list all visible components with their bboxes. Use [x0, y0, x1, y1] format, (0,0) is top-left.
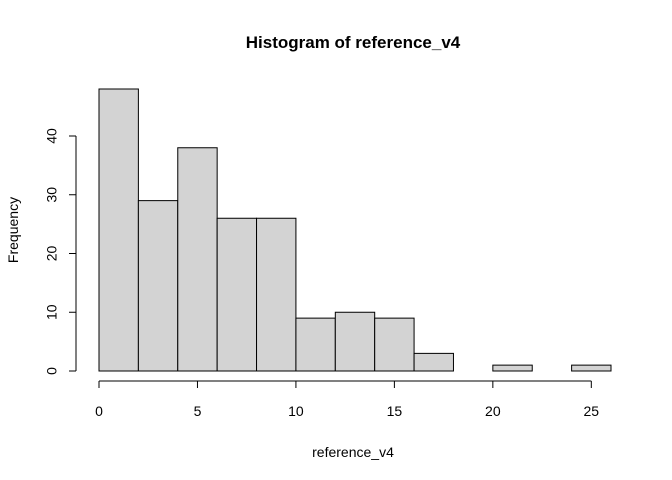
- y-tick-label: 0: [44, 367, 60, 375]
- x-tick-label: 15: [387, 403, 403, 419]
- chart-title: Histogram of reference_v4: [246, 33, 461, 52]
- y-axis-title: Frequency: [5, 197, 21, 263]
- histogram-bar: [374, 317, 415, 372]
- histogram-bar: [98, 88, 139, 372]
- x-tick-label: 20: [485, 403, 501, 419]
- y-tick-label: 20: [44, 246, 60, 262]
- x-tick-label: 25: [584, 403, 600, 419]
- x-axis-title: reference_v4: [312, 444, 394, 460]
- histogram-bar: [216, 217, 258, 372]
- x-axis: 0 5 10 15 20 25: [95, 380, 600, 419]
- x-tick-label: 5: [194, 403, 202, 419]
- histogram-bar: [256, 217, 297, 372]
- histogram-bar: [137, 200, 179, 372]
- y-axis: 0 10 20 30 40: [44, 128, 77, 375]
- y-tick-label: 30: [44, 187, 60, 203]
- histogram-bar: [492, 364, 533, 372]
- x-tick-label: 10: [288, 403, 304, 419]
- x-tick-label: 0: [95, 403, 103, 419]
- histogram-bar: [413, 352, 454, 372]
- histogram-bar: [295, 317, 336, 372]
- histogram-bar: [334, 311, 376, 372]
- y-tick-label: 10: [44, 304, 60, 320]
- histogram-bars: [98, 88, 612, 372]
- y-tick-label: 40: [44, 128, 60, 144]
- histogram-bar: [177, 147, 218, 372]
- histogram-bar: [571, 364, 612, 372]
